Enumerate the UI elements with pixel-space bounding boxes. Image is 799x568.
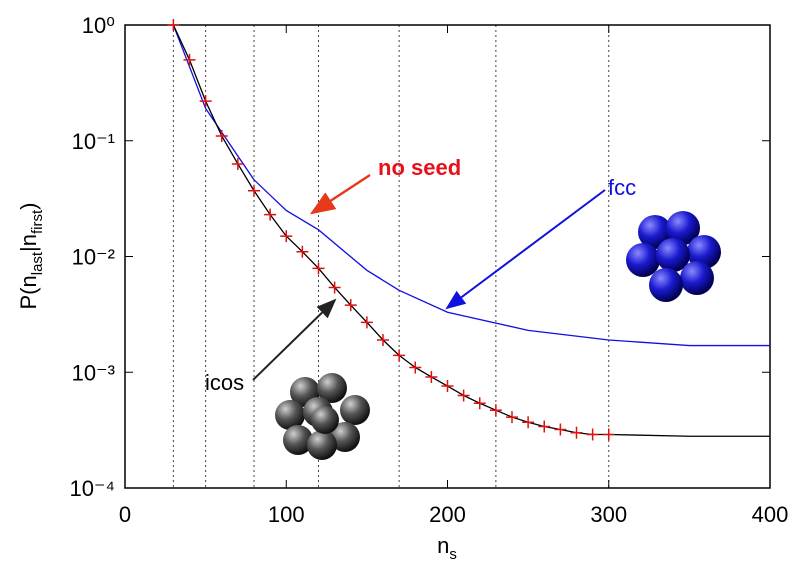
plot-area: 0 100 200 300 400 10⁻⁴ 10⁻³ 10⁻² 10⁻¹ 10⁰	[69, 13, 788, 527]
y-tick-label: 10⁻²	[72, 245, 115, 270]
y-tick-label: 10⁻³	[72, 360, 115, 385]
arrow	[445, 189, 606, 310]
marker	[586, 428, 599, 441]
marker	[264, 208, 277, 221]
marker	[167, 19, 180, 31]
y-axis-label: P(nlast|nfirst)	[16, 202, 46, 309]
icos-cluster	[275, 373, 370, 460]
marker	[602, 428, 615, 441]
fcc-cluster	[626, 211, 721, 302]
marker	[377, 333, 389, 346]
annotation: fcc	[608, 175, 636, 200]
marker	[489, 404, 502, 417]
marker	[473, 397, 486, 410]
marker	[457, 389, 470, 402]
marker	[215, 129, 228, 142]
arrow	[309, 173, 371, 215]
x-tick-label: 300	[590, 502, 627, 527]
marker	[360, 316, 373, 329]
marker	[425, 370, 438, 383]
x-tick-label: 200	[429, 502, 466, 527]
line	[172, 24, 770, 347]
y-tick-label: 10⁰	[82, 13, 115, 38]
marker	[328, 281, 341, 294]
marker	[393, 349, 406, 362]
marker	[199, 95, 212, 108]
annotation: icos	[205, 370, 244, 395]
marker	[538, 420, 551, 433]
marker	[296, 245, 309, 258]
x-tick-label: 100	[268, 502, 305, 527]
marker	[554, 423, 567, 436]
x-tick-label: 0	[119, 502, 131, 527]
marker	[506, 411, 518, 424]
marker	[183, 53, 196, 66]
marker	[522, 416, 535, 429]
marker	[248, 184, 260, 197]
marker	[280, 230, 293, 243]
y-tick-label: 10⁻¹	[72, 129, 115, 154]
marker	[312, 262, 325, 275]
marker	[231, 157, 244, 170]
y-tick-label: 10⁻⁴	[69, 476, 115, 501]
marker	[441, 380, 454, 393]
marker	[409, 361, 422, 374]
arrow	[252, 298, 337, 381]
x-tick-label: 400	[752, 502, 789, 527]
annotation: no seed	[378, 155, 461, 180]
marker	[570, 426, 583, 439]
marker	[344, 299, 357, 312]
x-axis-label: ns	[437, 533, 457, 563]
